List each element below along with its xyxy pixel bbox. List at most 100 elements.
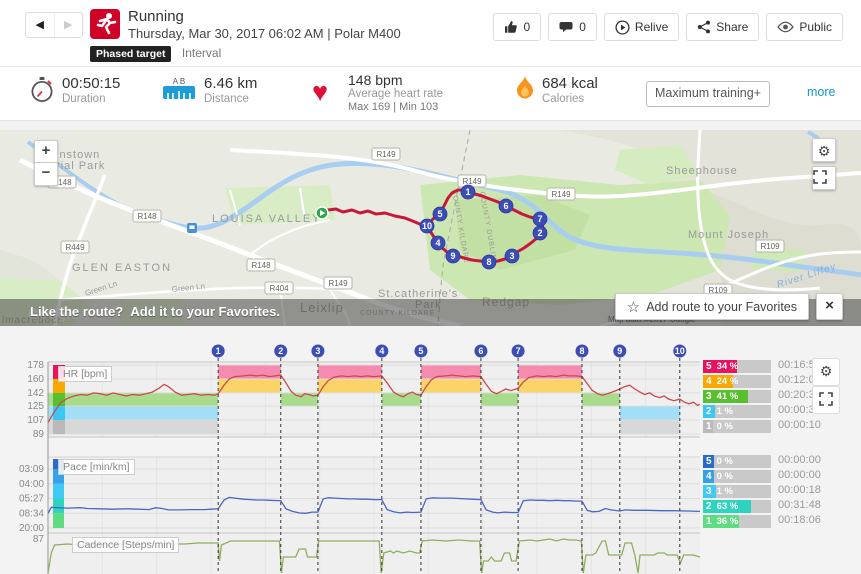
lap-marker-6[interactable]: 6	[474, 344, 488, 358]
route-marker-3[interactable]: 3	[504, 248, 520, 264]
hr-zone-scale	[53, 406, 65, 421]
comment-button[interactable]: 0	[548, 13, 597, 41]
like-count: 0	[523, 20, 531, 34]
more-link[interactable]: more	[807, 85, 836, 99]
lap-marker-7[interactable]: 7	[511, 344, 525, 358]
charts-canvas[interactable]: 1781601421251078903:0904:0005:2708:3420:…	[0, 340, 861, 574]
pace-zone-scale	[53, 498, 64, 514]
lap-marker-9[interactable]: 9	[613, 344, 627, 358]
map-settings-button[interactable]: ⚙	[812, 138, 836, 162]
svg-text:9: 9	[450, 251, 455, 261]
svg-text:R148: R148	[137, 212, 157, 221]
hr-zones-summary: 5 34 % 4 24 % 3 41 % 2 1 % 1 0 %	[703, 360, 771, 435]
route-marker-10[interactable]: 10	[419, 218, 435, 234]
route-marker-1[interactable]: 1	[460, 184, 476, 200]
share-button[interactable]: Share	[686, 13, 760, 41]
zone-time: 00:16:52	[778, 359, 821, 371]
target-type-label: Interval	[181, 46, 222, 60]
public-button[interactable]: Public	[766, 13, 843, 41]
hr-zone-band	[420, 365, 481, 379]
page-title: Running	[128, 8, 184, 25]
hr-zone-band	[619, 406, 680, 421]
route-map[interactable]: instown trial Park LOUISA VALLEY GLEN EASTO…	[0, 130, 861, 326]
hr-ytick: 178	[27, 360, 44, 371]
zone-number: 2	[706, 406, 712, 417]
svg-text:3: 3	[315, 346, 320, 356]
zone-time: 00:00:00	[778, 454, 821, 466]
map-place-label: LOUISA VALLEY	[212, 213, 322, 225]
hr-zone-band	[317, 378, 382, 393]
thumbs-up-icon	[504, 21, 517, 33]
training-benefit-button[interactable]: Maximum training+	[646, 81, 770, 107]
map-fullscreen-button[interactable]	[812, 166, 836, 190]
zone-row-2: 2 63 %	[703, 500, 771, 513]
svg-text:R148: R148	[52, 178, 72, 187]
lap-marker-4[interactable]: 4	[375, 344, 389, 358]
svg-text:1: 1	[216, 346, 221, 356]
lap-marker-8[interactable]: 8	[575, 344, 589, 358]
distance-stat: 6.46 km Distance	[204, 75, 257, 105]
zone-percent: 63 %	[716, 501, 739, 512]
svg-text:5: 5	[418, 346, 423, 356]
hr-zone-scale	[53, 420, 65, 435]
calories-value: 684 kcal	[542, 75, 598, 92]
svg-text:10: 10	[422, 221, 432, 231]
gear-icon: ⚙	[819, 363, 833, 379]
svg-text:4: 4	[435, 238, 440, 248]
lap-marker-5[interactable]: 5	[414, 344, 428, 358]
svg-text:R449: R449	[65, 243, 85, 252]
svg-text:R149: R149	[376, 150, 396, 159]
lap-marker-1[interactable]: 1	[211, 344, 225, 358]
svg-text:R149: R149	[328, 279, 348, 288]
map-place-label: St.catherine's	[378, 288, 458, 300]
zone-time: 00:20:35	[778, 389, 821, 401]
relive-label: Relive	[634, 20, 669, 34]
pace-ytick: 04:00	[19, 479, 44, 490]
zone-row-3: 3 1 %	[703, 485, 771, 498]
route-marker-7[interactable]: 7	[532, 211, 548, 227]
map-zoom-out-button[interactable]: −	[34, 162, 58, 186]
route-start-marker	[315, 206, 329, 220]
svg-text:6: 6	[503, 201, 508, 211]
lap-marker-2[interactable]: 2	[274, 344, 288, 358]
zone-percent: 1 %	[716, 406, 733, 417]
zone-number: 5	[706, 361, 712, 372]
svg-text:4: 4	[379, 346, 384, 356]
svg-text:1: 1	[465, 187, 470, 197]
lap-marker-3[interactable]: 3	[311, 344, 325, 358]
map-zoom-in-button[interactable]: +	[34, 140, 58, 164]
chart-settings-button[interactable]: ⚙	[812, 358, 840, 386]
route-marker-6[interactable]: 6	[498, 198, 514, 214]
lap-marker-10[interactable]: 10	[673, 344, 687, 358]
zone-number: 5	[706, 456, 712, 467]
chart-fullscreen-button[interactable]	[812, 386, 840, 414]
zone-percent: 1 %	[716, 486, 733, 497]
route-marker-5[interactable]: 5	[432, 206, 448, 222]
prev-session-button[interactable]: ◀	[26, 13, 55, 37]
route-polyline	[320, 188, 545, 264]
session-nav: ◀ ▶	[25, 12, 83, 38]
svg-text:6: 6	[478, 346, 483, 356]
svg-text:8: 8	[579, 346, 584, 356]
transit-station-icon	[187, 223, 197, 233]
road-badge: R404	[264, 281, 294, 295]
pace-zone-times: 00:00:00 00:00:00 00:00:18 00:31:48 00:18:06	[778, 454, 848, 529]
zone-number: 1	[706, 516, 712, 527]
next-session-button[interactable]: ▶	[55, 13, 83, 37]
route-marker-8[interactable]: 8	[481, 254, 497, 270]
relive-button[interactable]: Relive	[603, 13, 680, 41]
like-button[interactable]: 0	[492, 13, 542, 41]
svg-text:7: 7	[537, 214, 542, 224]
route-marker-9[interactable]: 9	[445, 248, 461, 264]
route-marker-4[interactable]: 4	[430, 235, 446, 251]
add-route-favorites-button[interactable]: ☆ Add route to your Favorites	[614, 293, 809, 320]
overlay-close-button[interactable]: ×	[816, 293, 843, 320]
hr-ytick: 89	[33, 429, 45, 440]
heart-icon: ♥	[312, 77, 329, 107]
pace-line	[47, 496, 701, 514]
hr-zone-band	[518, 365, 582, 379]
pace-ytick: 08:34	[19, 508, 44, 519]
route-marker-2[interactable]: 2	[532, 225, 548, 241]
fullscreen-icon	[819, 392, 833, 406]
